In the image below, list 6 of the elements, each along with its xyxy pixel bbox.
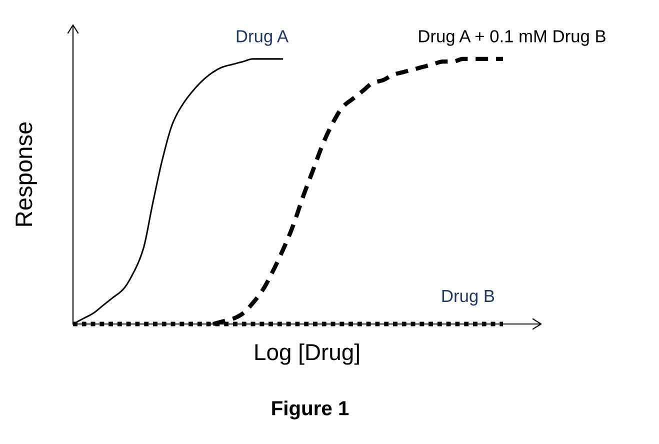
y-axis-title: Response <box>16 122 37 226</box>
x-axis-title: Log [Drug] <box>255 343 359 365</box>
series-label: Drug A <box>236 30 289 46</box>
series-label: Drug B <box>442 290 494 306</box>
series-label: Drug A + 0.1 mM Drug B <box>419 30 606 46</box>
caption: Figure 1 <box>272 400 349 420</box>
